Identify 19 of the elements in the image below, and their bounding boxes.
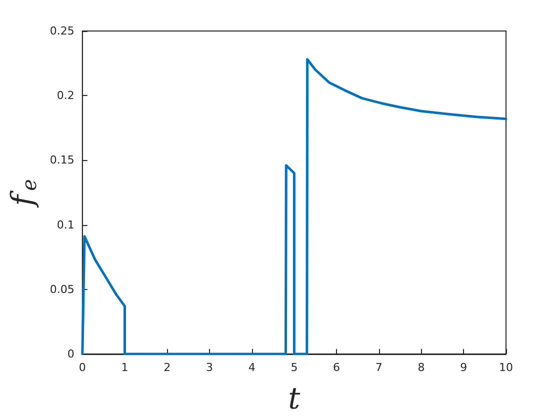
x-tick-label: 5 (290, 361, 298, 374)
x-tick-label: 9 (460, 361, 468, 374)
x-tick-label: 7 (375, 361, 382, 374)
x-tick-label: 1 (121, 361, 128, 374)
y-tick-label: 0.05 (50, 282, 74, 296)
y-tick-label: 0 (67, 348, 74, 360)
y-tick-label: 0.2 (56, 89, 74, 102)
x-tick-label: 6 (333, 361, 340, 374)
x-axis-title: t (288, 382, 302, 416)
x-tick-label: 4 (248, 361, 256, 374)
y-tick-label: 0.1 (56, 218, 74, 232)
x-tick-label: 0 (78, 361, 86, 374)
x-tick-label: 3 (206, 361, 213, 374)
y-tick-label: 0.25 (50, 24, 74, 38)
y-axis-title: fe (6, 179, 41, 208)
x-tick-label: 10 (499, 361, 513, 374)
x-tick-label: 8 (418, 361, 425, 374)
y-tick-label: 0.15 (50, 154, 74, 167)
x-tick-label: 2 (164, 361, 171, 374)
